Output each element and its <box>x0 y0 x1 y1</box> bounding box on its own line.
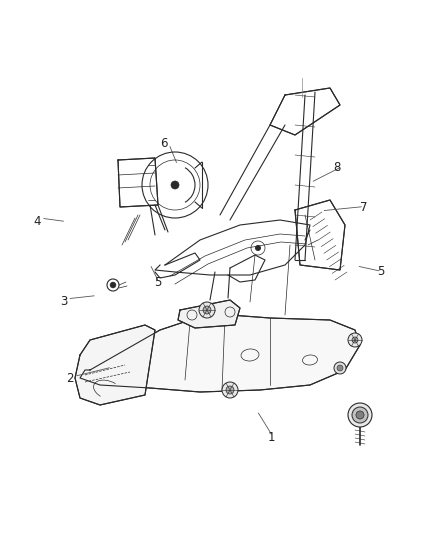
Text: 8: 8 <box>334 161 341 174</box>
Circle shape <box>356 411 364 419</box>
Text: 3: 3 <box>60 295 67 308</box>
Polygon shape <box>75 325 155 405</box>
Circle shape <box>352 337 358 343</box>
Text: 7: 7 <box>360 201 367 214</box>
Circle shape <box>226 386 234 394</box>
Circle shape <box>334 362 346 374</box>
Circle shape <box>171 181 179 189</box>
Text: 5: 5 <box>154 276 161 289</box>
Text: 1: 1 <box>268 431 276 443</box>
Circle shape <box>255 245 261 251</box>
Circle shape <box>199 302 215 318</box>
Text: 6: 6 <box>160 138 168 150</box>
Circle shape <box>203 306 211 314</box>
Circle shape <box>348 333 362 347</box>
Circle shape <box>222 382 238 398</box>
Text: 5: 5 <box>378 265 385 278</box>
Polygon shape <box>178 300 240 328</box>
Circle shape <box>110 282 116 288</box>
Text: 2: 2 <box>66 372 74 385</box>
Circle shape <box>352 407 368 423</box>
Circle shape <box>337 365 343 371</box>
Circle shape <box>348 403 372 427</box>
Text: 4: 4 <box>33 215 41 228</box>
Polygon shape <box>80 315 360 392</box>
